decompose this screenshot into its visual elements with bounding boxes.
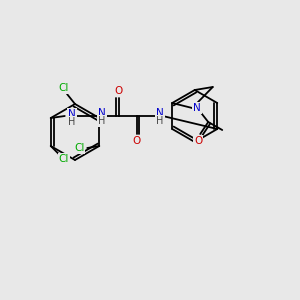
Text: H: H bbox=[156, 116, 164, 126]
Text: N: N bbox=[194, 103, 201, 113]
Text: O: O bbox=[194, 136, 202, 146]
Text: O: O bbox=[115, 86, 123, 96]
Text: Cl: Cl bbox=[59, 83, 69, 93]
Text: H: H bbox=[98, 116, 105, 126]
Text: O: O bbox=[133, 136, 141, 146]
Text: H: H bbox=[68, 117, 75, 127]
Text: Cl: Cl bbox=[58, 154, 69, 164]
Text: N: N bbox=[68, 109, 76, 119]
Text: Cl: Cl bbox=[74, 143, 84, 153]
Text: N: N bbox=[156, 108, 164, 118]
Text: N: N bbox=[98, 108, 106, 118]
